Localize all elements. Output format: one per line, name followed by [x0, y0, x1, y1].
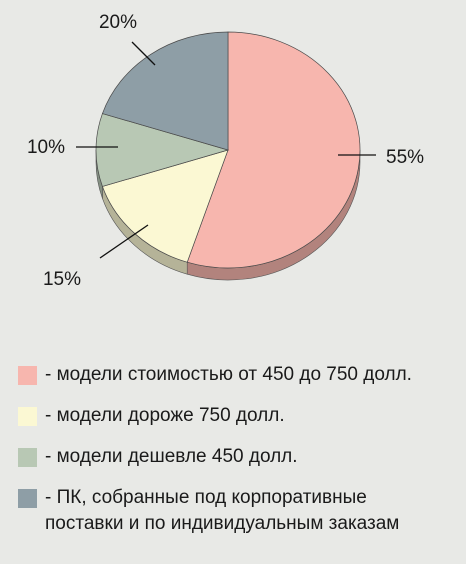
slice-value-label: 55% [386, 147, 424, 168]
pie-slice [186, 31, 361, 269]
slice-value-label: 15% [43, 269, 81, 290]
legend-item: - модели дороже 750 долл. [18, 403, 458, 429]
legend-swatch [18, 448, 37, 467]
legend-swatch [18, 407, 37, 426]
legend-swatch [18, 489, 37, 508]
chart-legend: - модели стоимостью от 450 до 750 долл. … [18, 362, 458, 552]
pie-plot-area: 55% 15% 10% 20% [27, 12, 424, 290]
pie-slice [102, 31, 229, 151]
legend-label: - ПК, собранные под корпоративные постав… [45, 487, 400, 534]
legend-item: - модели стоимостью от 450 до 750 долл. [18, 362, 458, 388]
legend-label: - модели стоимостью от 450 до 750 долл. [45, 364, 412, 385]
leader-line [99, 224, 149, 259]
leader-line [131, 41, 156, 66]
slice-value-label: 20% [99, 12, 137, 33]
legend-swatch [18, 366, 37, 385]
legend-item: - ПК, собранные под корпоративные постав… [18, 485, 458, 537]
legend-item: - модели дешевле 450 долл. [18, 444, 458, 470]
pie-slice [95, 113, 230, 187]
legend-label: - модели дороже 750 долл. [45, 405, 285, 426]
legend-label: - модели дешевле 450 долл. [45, 446, 298, 467]
slice-value-label: 10% [27, 137, 65, 158]
